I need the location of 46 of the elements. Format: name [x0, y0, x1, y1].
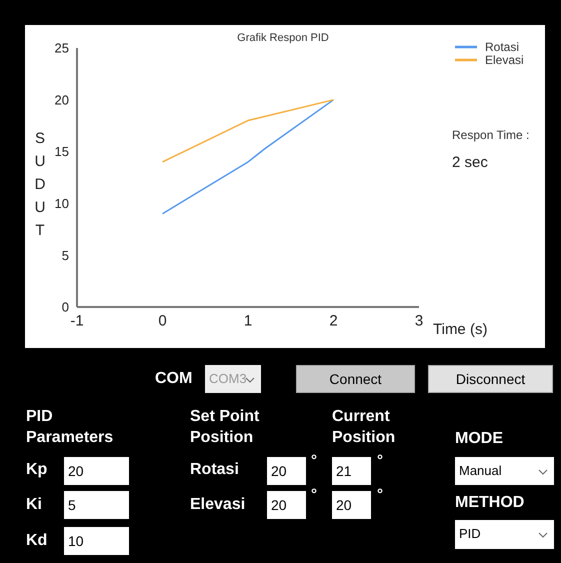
text-field: 20	[267, 491, 306, 519]
y-tick-label: 20	[54, 92, 69, 108]
line-series	[162, 99, 334, 215]
text: PID Parameters	[26, 407, 114, 448]
text-field: 21	[332, 457, 371, 485]
text-field: 5	[64, 491, 129, 519]
legend-label: Rotasi	[485, 40, 520, 54]
text: COM	[155, 369, 194, 389]
x-tick-label: 0	[158, 312, 167, 330]
text-field: 20	[64, 457, 129, 485]
x-tick-label: 1	[244, 312, 252, 330]
text: Kd	[26, 531, 48, 551]
text: °	[311, 452, 318, 471]
text: °	[377, 486, 384, 505]
y-tick-label: 5	[62, 248, 69, 263]
text-field: 20	[332, 491, 371, 519]
text: Respon Time :	[452, 128, 530, 144]
button: Disconnect	[428, 365, 553, 393]
text: 2 sec	[452, 154, 489, 173]
text: Elevasi	[190, 495, 246, 515]
text: METHOD	[455, 493, 526, 513]
text: Kp	[26, 460, 48, 480]
legend-label: Elevasi	[485, 53, 524, 67]
dropdown-field: COM3	[205, 365, 261, 393]
button: Connect	[296, 365, 415, 393]
y-tick-label: 15	[54, 144, 69, 160]
text: Rotasi	[190, 460, 240, 480]
y-tick-label: 0	[62, 300, 69, 315]
text-field: 10	[64, 527, 129, 555]
text: MODE	[455, 429, 504, 449]
text-field: 20	[267, 457, 306, 485]
chart-title: Grafik Respon PID	[237, 32, 329, 44]
dropdown-field: PID	[455, 520, 554, 549]
x-tick-label: -1	[70, 312, 84, 330]
x-tick-label: 3	[414, 312, 424, 330]
text: Ki	[26, 495, 43, 515]
text: Set Point Position	[190, 407, 260, 448]
x-tick-label: 2	[329, 312, 338, 330]
y-tick-label: 25	[54, 40, 69, 56]
x-axis-title: Time (s)	[433, 321, 488, 338]
text: °	[377, 452, 384, 471]
y-axis-title: SUDUT	[34, 130, 46, 239]
y-tick-label: 10	[54, 196, 69, 212]
text: Current Position	[332, 407, 396, 448]
dropdown-field: Manual	[455, 457, 554, 485]
text: °	[311, 486, 318, 505]
